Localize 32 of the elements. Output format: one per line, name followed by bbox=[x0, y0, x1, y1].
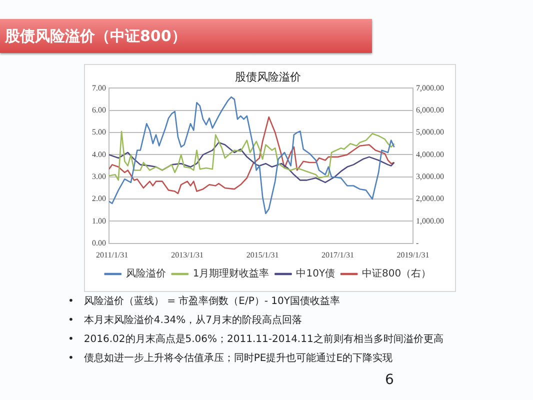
y-tick-label: 6.00 bbox=[92, 105, 106, 114]
y-tick-label: 1.00 bbox=[92, 216, 106, 226]
y2-tick-label: 2,000.00 bbox=[416, 194, 444, 204]
y2-tick-label: 7,000.00 bbox=[416, 83, 444, 92]
text: • 债息如进一步上升将令估值承压；同时PE提升也可能通过E的下降实现 bbox=[68, 352, 394, 366]
x-tick-label: 2017/1/31 bbox=[322, 250, 354, 260]
y2-tick-label: 6,000.00 bbox=[416, 105, 444, 114]
y-tick-label: 0.00 bbox=[92, 238, 106, 248]
y-tick-label: 4.00 bbox=[92, 150, 106, 159]
legend-label: 1月期理财收益率 bbox=[192, 268, 270, 280]
y2-tick-label: 1,000.00 bbox=[416, 216, 444, 226]
y2-tick-label: 3,000.00 bbox=[416, 172, 444, 181]
text: • 风险溢价（蓝线） = 市盈率倒数（E/P）- 10Y国债收益率 bbox=[68, 294, 341, 309]
y2-tick-label: 4,000.00 bbox=[416, 150, 444, 159]
chart-title: 股债风险溢价（中证800） bbox=[0, 19, 372, 53]
y2-tick-label: - bbox=[416, 238, 419, 248]
y2-tick-label: 5,000.00 bbox=[416, 128, 444, 137]
x-tick-label: 2015/1/31 bbox=[246, 250, 279, 260]
x-tick-label: 2019/1/31 bbox=[396, 250, 430, 260]
y-tick-label: 5.00 bbox=[92, 128, 106, 137]
text: • 本月末风险溢价4.34%，从7月末的阶段高点回落 bbox=[68, 314, 304, 328]
y-tick-label: 3.00 bbox=[92, 172, 106, 181]
text: 6 bbox=[385, 372, 394, 388]
chart-subtitle: 股债风险溢价 bbox=[235, 70, 301, 84]
legend-label: 风险溢价 bbox=[126, 268, 166, 280]
y-tick-label: 7.00 bbox=[92, 83, 106, 92]
x-tick-label: 2013/1/31 bbox=[171, 250, 204, 260]
x-tick-label: 2011/1/31 bbox=[96, 250, 128, 260]
legend-label: 中证800（右） bbox=[362, 268, 432, 280]
text: • 2016.02的月末高点是5.06%；2011.11-2014.11之前则有相当多时间溢价更高 bbox=[68, 332, 444, 347]
y-tick-label: 2.00 bbox=[92, 194, 106, 204]
legend-label: 中10Y债 bbox=[296, 268, 336, 280]
